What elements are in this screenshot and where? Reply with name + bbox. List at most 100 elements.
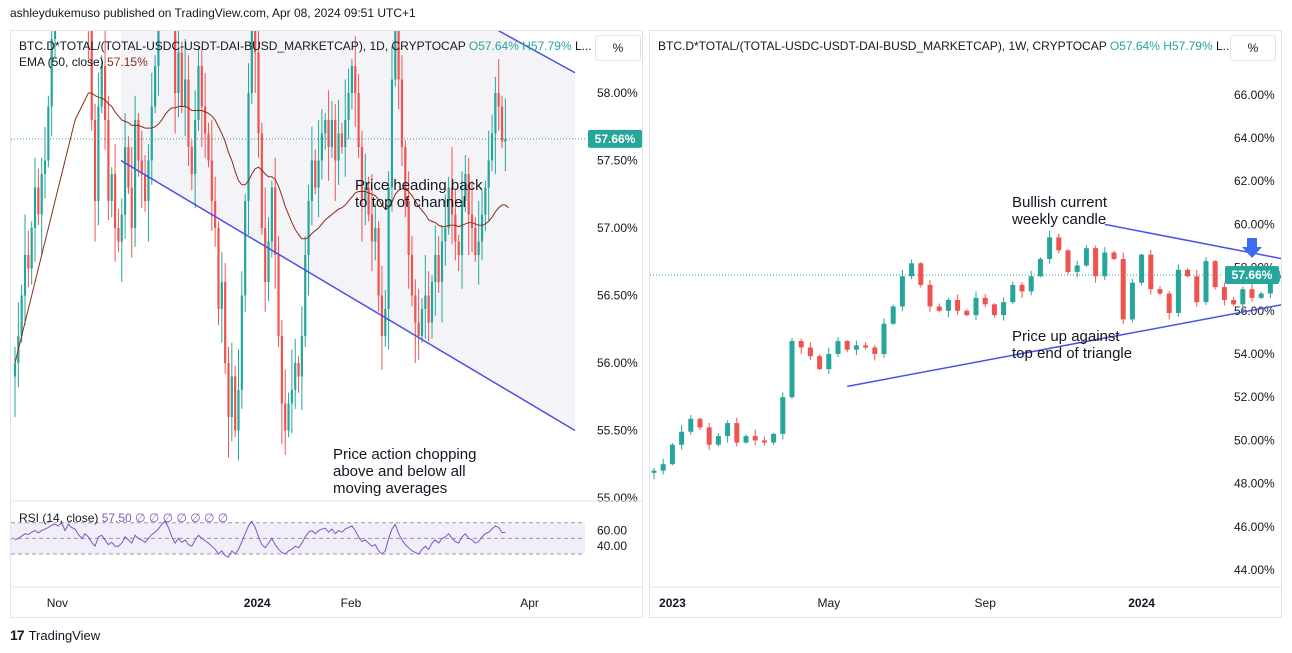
daily-candle bbox=[444, 228, 447, 242]
annotation-bullish-candle: Bullish current weekly candle bbox=[1012, 194, 1108, 228]
daily-candle bbox=[414, 295, 417, 323]
daily-candle bbox=[440, 241, 444, 282]
daily-candle bbox=[40, 174, 43, 215]
daily-candle bbox=[400, 79, 404, 147]
weekly-candle bbox=[835, 341, 841, 354]
price-tag bbox=[588, 129, 642, 148]
weekly-candle bbox=[909, 263, 915, 277]
daily-candle bbox=[133, 120, 137, 228]
x-tick-label-weekly: May bbox=[817, 596, 840, 610]
percent-scale-button-weekly[interactable]: % bbox=[1230, 35, 1276, 61]
daily-candle bbox=[454, 214, 457, 242]
daily-candle bbox=[317, 160, 320, 188]
weekly-candle bbox=[1083, 248, 1089, 266]
daily-candle bbox=[450, 187, 454, 215]
y-tick-label: 55.50% bbox=[597, 424, 638, 438]
daily-candle bbox=[484, 187, 487, 215]
weekly-symbol[interactable]: BTC.D*TOTAL/(TOTAL-USDC-USDT-DAI-BUSD_MA… bbox=[658, 39, 1107, 53]
weekly-candle bbox=[780, 397, 786, 434]
weekly-chart-svg[interactable]: 66.00%64.00%62.00%60.00%58.00%56.00%54.0… bbox=[650, 31, 1281, 617]
weekly-candle bbox=[844, 341, 850, 350]
percent-scale-button[interactable]: % bbox=[595, 35, 641, 61]
daily-candle bbox=[494, 93, 497, 134]
y-tick-label-weekly: 48.00% bbox=[1234, 477, 1275, 491]
ema-legend[interactable]: EMA (50, close) 57.15% bbox=[19, 55, 148, 69]
daily-candle bbox=[337, 133, 340, 161]
weekly-candle bbox=[1120, 258, 1126, 320]
weekly-chart-panel[interactable]: 66.00%64.00%62.00%60.00%58.00%56.00%54.0… bbox=[649, 30, 1282, 618]
rsi-extra: ∅ ∅ ∅ ∅ ∅ ∅ ∅ bbox=[135, 511, 229, 525]
daily-candle bbox=[144, 174, 147, 201]
y-tick-label: 57.50% bbox=[597, 154, 638, 168]
x-tick-label: Nov bbox=[47, 596, 68, 610]
daily-candle bbox=[260, 133, 263, 228]
daily-high: H57.79% bbox=[522, 39, 572, 53]
y-tick-label: 56.50% bbox=[597, 289, 638, 303]
weekly-open: O57.64% bbox=[1109, 39, 1160, 53]
weekly-candle bbox=[1258, 293, 1264, 298]
weekly-candle bbox=[881, 323, 887, 354]
weekly-candle bbox=[688, 418, 694, 432]
weekly-candle bbox=[1139, 254, 1145, 283]
weekly-candle bbox=[1111, 252, 1117, 259]
daily-candle bbox=[424, 295, 427, 309]
rsi-legend[interactable]: RSI (14, close) 57.50 ∅ ∅ ∅ ∅ ∅ ∅ ∅ bbox=[19, 511, 228, 525]
weekly-candle bbox=[899, 276, 905, 307]
daily-candle bbox=[347, 93, 350, 120]
daily-candle bbox=[97, 106, 100, 201]
weekly-candle bbox=[1240, 289, 1246, 305]
daily-candle bbox=[500, 106, 504, 142]
y-tick-label-weekly: 52.00% bbox=[1234, 390, 1275, 404]
weekly-legend: BTC.D*TOTAL/(TOTAL-USDC-USDT-DAI-BUSD_MA… bbox=[658, 39, 1233, 53]
daily-candle bbox=[410, 255, 414, 296]
rsi-tick-label: 40.00 bbox=[597, 539, 627, 553]
daily-candle bbox=[30, 228, 33, 269]
daily-candle bbox=[427, 295, 430, 323]
daily-candle bbox=[277, 255, 280, 336]
daily-legend: BTC.D*TOTAL/(TOTAL-USDC-USDT-DAI-BUSD_MA… bbox=[19, 39, 592, 53]
daily-candle bbox=[480, 214, 484, 242]
published-line: ashleydukemuso published on TradingView.… bbox=[10, 6, 416, 20]
y-tick-label: 55.00% bbox=[597, 491, 638, 505]
daily-candle bbox=[204, 106, 207, 134]
daily-candle bbox=[27, 255, 30, 269]
y-tick-label-weekly: 64.00% bbox=[1234, 131, 1275, 145]
daily-candle bbox=[190, 147, 193, 174]
daily-candle bbox=[477, 241, 480, 255]
y-tick-label: 58.00% bbox=[597, 86, 638, 100]
daily-candle bbox=[437, 255, 440, 282]
ema-label: EMA (50, close) bbox=[19, 55, 104, 69]
daily-candle bbox=[417, 322, 420, 336]
daily-candle bbox=[404, 147, 407, 201]
daily-candle bbox=[447, 187, 450, 228]
weekly-candle bbox=[651, 470, 657, 473]
daily-candle bbox=[304, 255, 307, 336]
daily-candle bbox=[130, 187, 133, 228]
weekly-candle bbox=[1065, 250, 1071, 272]
daily-candle bbox=[123, 147, 127, 215]
daily-candle bbox=[247, 93, 250, 201]
daily-candle bbox=[394, 31, 397, 80]
weekly-candle bbox=[1047, 237, 1053, 259]
annotation-channel-top: Price heading back to top of channel bbox=[355, 177, 483, 211]
weekly-candle bbox=[927, 284, 933, 307]
tradingview-brand[interactable]: 17 TradingView bbox=[10, 627, 100, 643]
weekly-candle bbox=[807, 347, 813, 357]
daily-candle bbox=[140, 160, 143, 174]
daily-candle bbox=[257, 52, 260, 134]
daily-candle bbox=[227, 363, 230, 417]
daily-candle bbox=[340, 133, 344, 147]
daily-chart-svg[interactable]: 61.00%60.50%60.00%59.50%59.00%58.50%58.0… bbox=[11, 31, 642, 617]
weekly-candle bbox=[1010, 284, 1016, 303]
weekly-candle bbox=[1074, 265, 1080, 272]
annotation-chopping: Price action chopping above and below al… bbox=[333, 446, 477, 497]
y-tick-label: 58.50% bbox=[597, 31, 638, 33]
daily-candle bbox=[407, 201, 410, 255]
rsi-tick-label: 60.00 bbox=[597, 524, 627, 538]
weekly-candle bbox=[853, 345, 859, 350]
daily-candle bbox=[504, 138, 507, 142]
daily-chart-panel[interactable]: 61.00%60.50%60.00%59.50%59.00%58.50%58.0… bbox=[10, 30, 643, 618]
daily-candle bbox=[113, 174, 117, 228]
daily-symbol[interactable]: BTC.D*TOTAL/(TOTAL-USDC-USDT-DAI-BUSD_MA… bbox=[19, 39, 466, 53]
daily-candle bbox=[367, 187, 370, 215]
